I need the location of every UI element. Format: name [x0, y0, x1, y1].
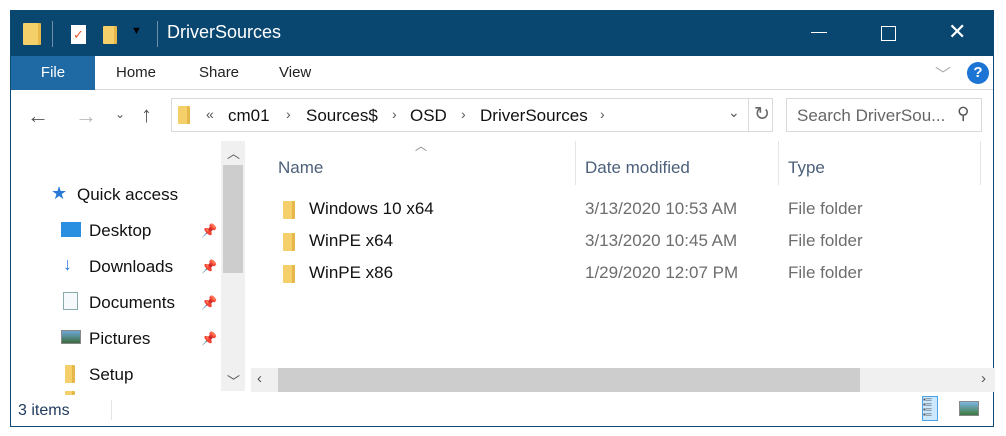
nav-setup[interactable]: Setup	[89, 365, 134, 384]
file-date: 1/29/2020 12:07 PM	[585, 263, 739, 282]
folder-icon	[65, 365, 75, 383]
new-folder-icon[interactable]	[103, 26, 117, 44]
nav-pictures[interactable]: Pictures	[89, 329, 151, 348]
folder-icon	[283, 201, 295, 219]
ribbon: File Home Share View ﹀ ?	[11, 56, 993, 90]
column-name[interactable]: Name	[278, 158, 324, 177]
scroll-left-icon[interactable]: ‹	[257, 370, 262, 387]
chevron-right-icon[interactable]: ›	[461, 106, 466, 122]
crumb-osd[interactable]: OSD	[410, 106, 447, 125]
address-bar[interactable]: « cm01 › Sources$ › OSD › DriverSources …	[171, 98, 773, 132]
sort-ascending-icon: ︿	[415, 139, 428, 153]
minimize-button[interactable]	[811, 32, 827, 33]
search-input[interactable]: Search DriverSou... ⚲	[786, 98, 982, 132]
crumb-sources[interactable]: Sources$	[306, 106, 378, 125]
folder-icon	[283, 233, 295, 251]
crumb-driversources[interactable]: DriverSources	[480, 106, 588, 125]
scroll-right-icon[interactable]: ›	[981, 370, 986, 387]
file-name: WinPE x64	[309, 231, 394, 250]
folder-icon	[65, 391, 75, 395]
chevron-right-icon[interactable]: ›	[286, 106, 291, 122]
nav-desktop[interactable]: Desktop	[89, 221, 152, 240]
tab-share[interactable]: Share	[199, 64, 240, 81]
tab-view[interactable]: View	[279, 64, 312, 81]
overflow-icon[interactable]: «	[206, 106, 214, 122]
large-icons-view-button[interactable]	[959, 401, 979, 416]
expand-ribbon-icon[interactable]: ﹀	[935, 67, 952, 84]
recent-locations-icon[interactable]: ⌄	[115, 107, 126, 121]
pin-icon[interactable]: 📌	[201, 331, 218, 346]
column-date-modified[interactable]: Date modified	[585, 158, 690, 177]
close-button[interactable]: ✕	[948, 19, 967, 44]
nav-quick-access[interactable]: Quick access	[77, 185, 179, 204]
folder-icon	[178, 106, 190, 124]
tab-file[interactable]: File	[11, 56, 95, 90]
column-type[interactable]: Type	[788, 158, 825, 177]
pin-icon[interactable]: 📌	[201, 223, 218, 238]
search-placeholder: Search DriverSou...	[797, 106, 946, 125]
folder-icon	[283, 265, 295, 283]
nav-documents[interactable]: Documents	[89, 293, 175, 312]
file-row[interactable]: WinPE x86 1/29/2020 12:07 PM File folder	[271, 259, 991, 289]
title-bar: ✓ ▼ DriverSources ✕	[11, 11, 993, 56]
explorer-window: ✓ ▼ DriverSources ✕ File Home Share View…	[10, 10, 995, 428]
folder-icon	[23, 23, 41, 45]
window-title: DriverSources	[167, 22, 282, 42]
refresh-icon[interactable]: ↻	[754, 104, 770, 125]
customize-toolbar-icon[interactable]: ▼	[131, 25, 142, 37]
file-date: 3/13/2020 10:45 AM	[585, 231, 738, 250]
item-count: 3 items	[18, 402, 70, 419]
pin-icon[interactable]: 📌	[201, 259, 218, 274]
file-type: File folder	[788, 199, 863, 218]
star-icon: ★	[51, 183, 68, 203]
back-button[interactable]: ←	[27, 103, 49, 128]
file-row[interactable]: Windows 10 x64 3/13/2020 10:53 AM File f…	[271, 195, 991, 225]
scroll-up-icon[interactable]: ︿	[227, 146, 241, 161]
crumb-cm01[interactable]: cm01	[228, 106, 270, 125]
horizontal-scrollbar[interactable]: ‹ ›	[251, 368, 995, 392]
scrollbar-thumb[interactable]	[278, 368, 860, 392]
desktop-icon	[61, 222, 81, 237]
maximize-button[interactable]	[881, 26, 896, 41]
navigation-pane: ★ Quick access Desktop 📌 ↓ Downloads 📌 D…	[11, 141, 247, 395]
status-bar: 3 items ▪═ ▪═ ▪═ ▪═	[11, 396, 993, 428]
details-view-button[interactable]: ▪═ ▪═ ▪═ ▪═	[922, 396, 938, 421]
nav-vertical-scrollbar[interactable]: ︿ ﹀	[221, 141, 245, 391]
up-button[interactable]: ↑	[141, 102, 152, 127]
scroll-down-icon[interactable]: ﹀	[227, 374, 241, 389]
forward-button[interactable]: →	[75, 103, 97, 128]
documents-icon	[63, 292, 78, 310]
chevron-right-icon[interactable]: ›	[600, 106, 605, 122]
file-type: File folder	[788, 263, 863, 282]
file-name: Windows 10 x64	[309, 199, 434, 218]
nav-downloads[interactable]: Downloads	[89, 257, 174, 276]
chevron-right-icon[interactable]: ›	[392, 106, 397, 122]
file-row[interactable]: WinPE x64 3/13/2020 10:45 AM File folder	[271, 227, 991, 257]
pictures-icon	[61, 330, 81, 344]
file-date: 3/13/2020 10:53 AM	[585, 199, 738, 218]
download-icon: ↓	[63, 254, 72, 274]
help-icon[interactable]: ?	[967, 62, 989, 84]
scrollbar-thumb[interactable]	[223, 165, 243, 273]
file-type: File folder	[788, 231, 863, 250]
file-name: WinPE x86	[309, 263, 394, 282]
search-icon[interactable]: ⚲	[957, 104, 970, 123]
pin-icon[interactable]: 📌	[201, 295, 218, 310]
properties-icon[interactable]: ✓	[71, 25, 86, 44]
address-dropdown-icon[interactable]: ⌄	[728, 104, 740, 120]
tab-home[interactable]: Home	[116, 64, 157, 81]
